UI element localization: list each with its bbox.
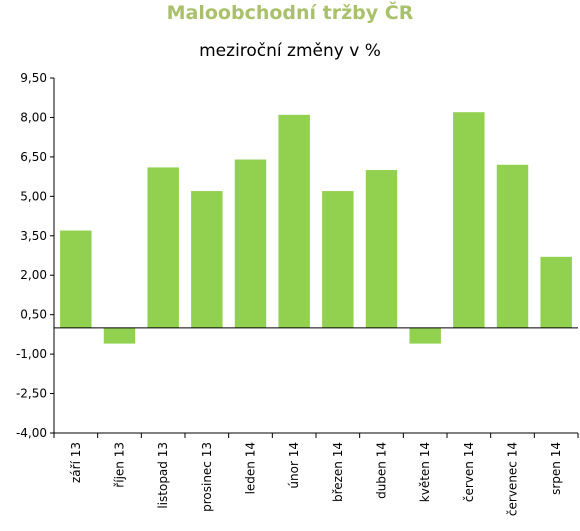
x-tick-label: květen 14 [418,442,432,502]
bar-1 [60,230,92,328]
bar-5 [234,159,267,328]
bar-9 [409,327,441,344]
chart-title: Maloobchodní tržby ČR [166,2,414,24]
y-tick-label: 3,50 [20,229,47,243]
x-tick-label: březen 14 [331,442,345,502]
y-tick-label: -4,00 [16,426,47,440]
y-tick-label: 0,50 [20,308,47,322]
chart-subtitle: meziroční změny v % [199,41,381,61]
bar-12 [540,256,572,328]
y-tick-label: -1,00 [16,347,47,361]
y-tick-label: 9,50 [20,71,47,85]
y-tick-label: 6,50 [20,150,47,164]
y-tick-label: 8,00 [20,110,47,124]
bar-10 [453,112,485,328]
x-tick-label: únor 14 [287,442,301,489]
x-tick-label: říjen 13 [113,442,127,488]
bar-2 [103,327,136,344]
bar-8 [365,170,398,328]
x-tick-label: leden 14 [244,442,258,494]
bar-4 [191,191,223,328]
x-tick-label: prosinec 13 [200,442,214,512]
x-tick-label: duben 14 [375,442,389,499]
x-tick-label: červenec 14 [506,442,520,516]
bar-7 [322,191,354,328]
y-tick-label: -2,50 [16,387,47,401]
y-axis-ticks: 9,50 8,00 6,50 5,00 3,50 2,00 0,50 -1,00 -2,50 -4… [16,71,54,440]
bars-group [60,112,572,344]
x-tick-label: srpen 14 [549,442,563,495]
x-tick-label: září 13 [69,442,83,483]
bar-6 [278,114,310,328]
bar-3 [147,167,179,328]
y-tick-label: 5,00 [20,189,47,203]
x-axis-ticks: září 13 říjen 13 listopad 13 prosinec 13 led… [53,433,579,516]
bar-11 [496,164,529,328]
x-tick-label: červen 14 [462,442,476,502]
x-tick-label: listopad 13 [156,442,170,509]
y-tick-label: 2,00 [20,268,47,282]
